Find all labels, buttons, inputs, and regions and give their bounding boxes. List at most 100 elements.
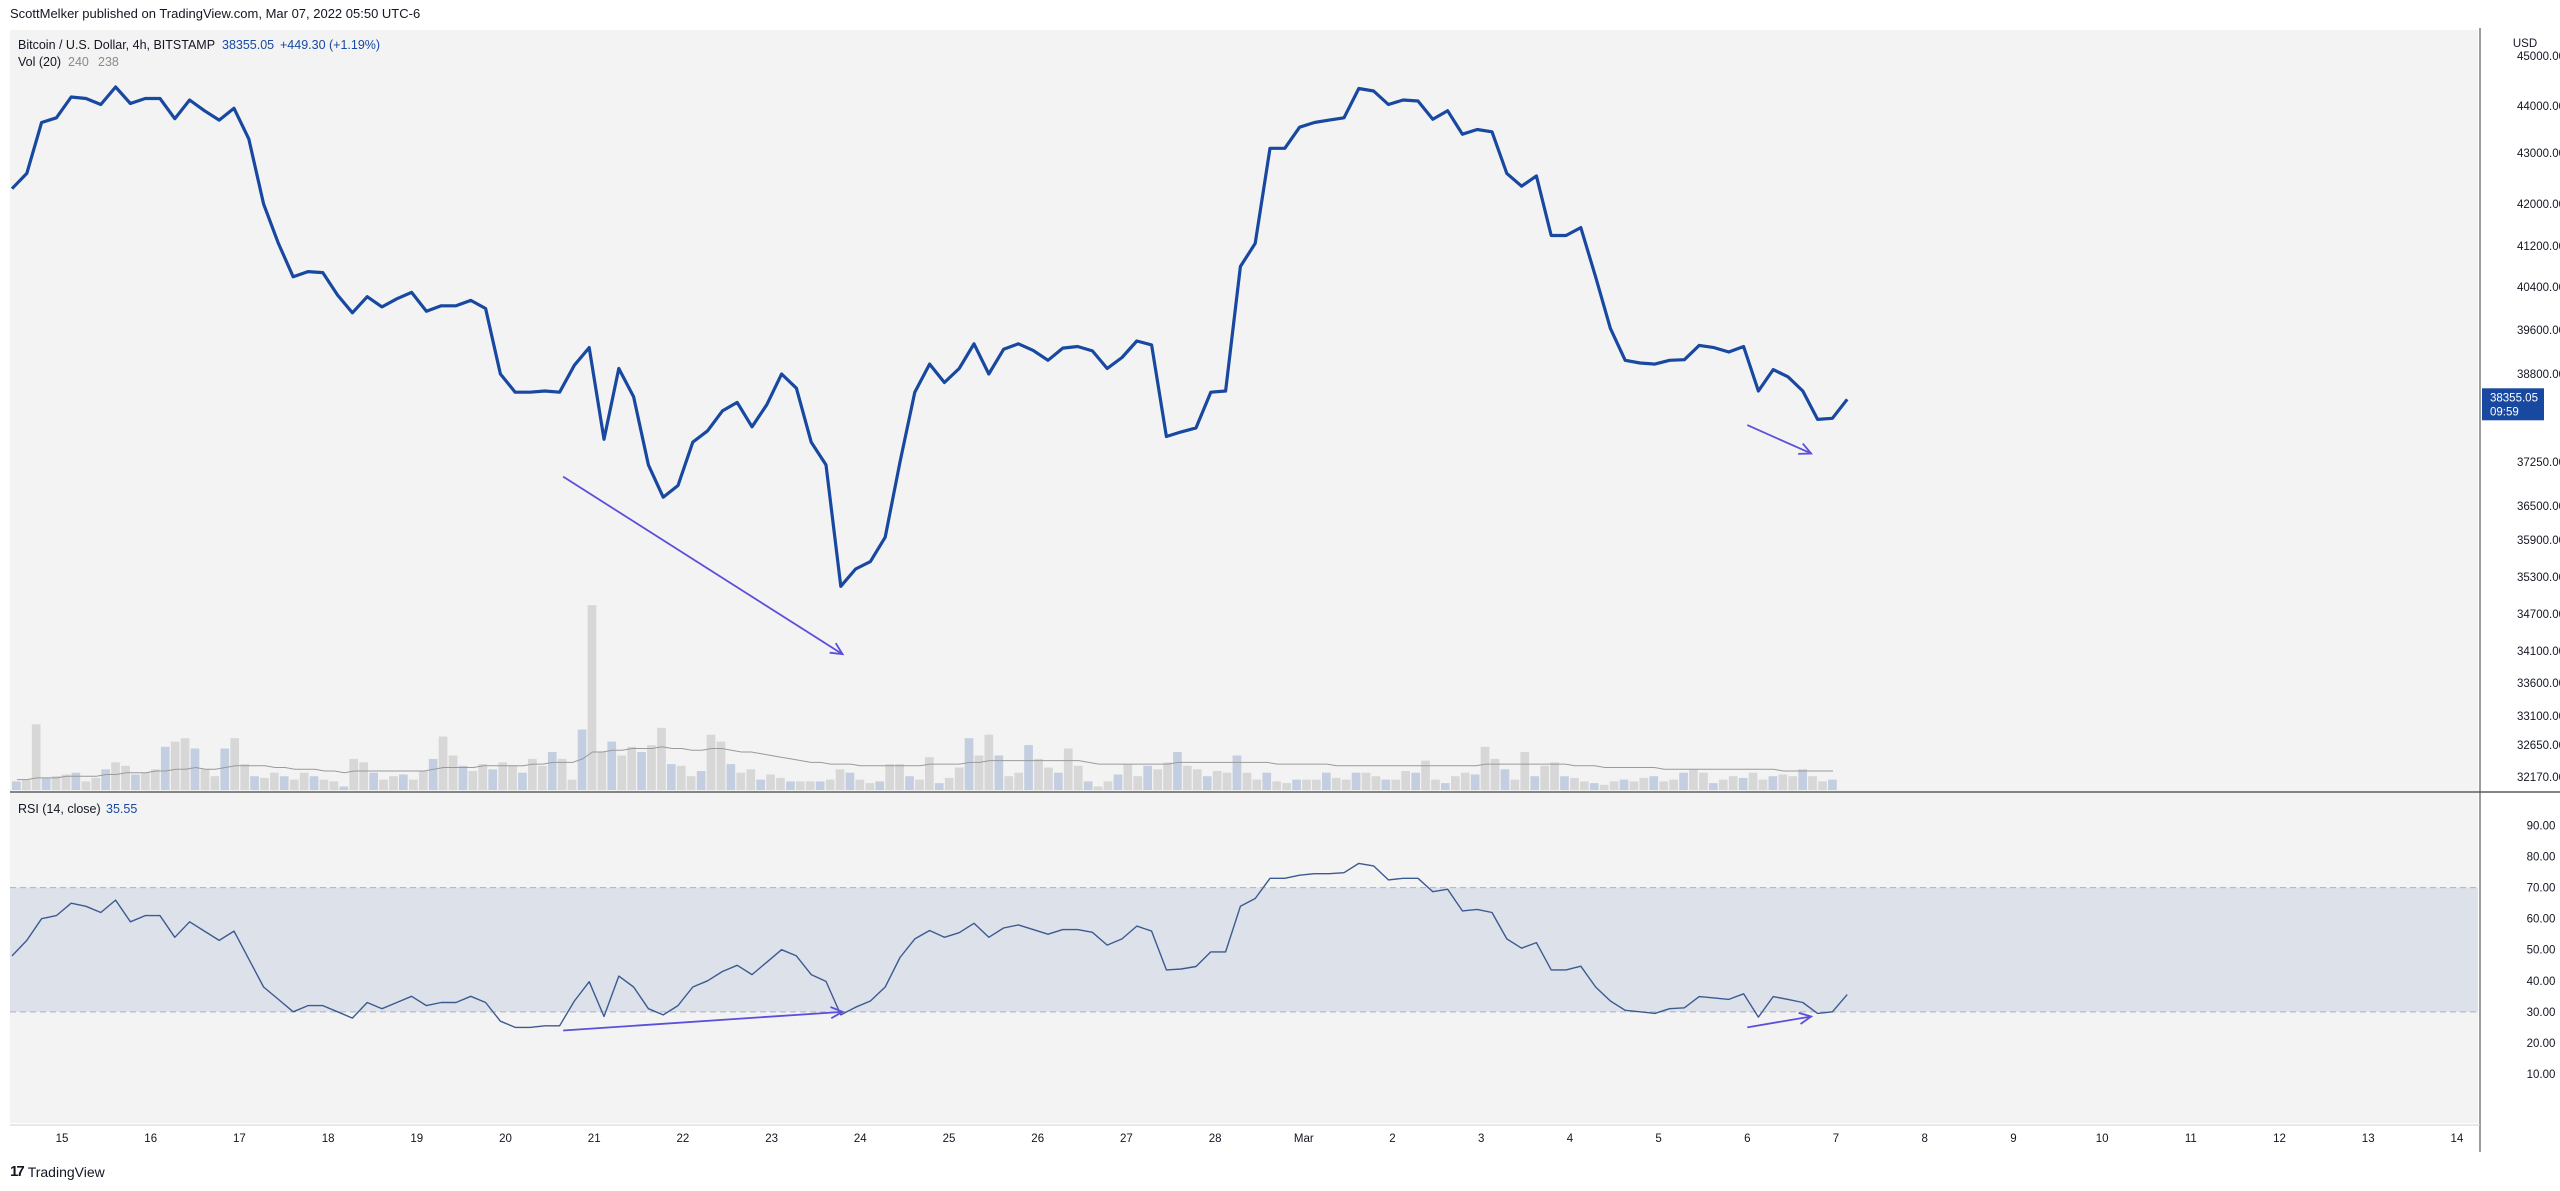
time-tick-label: 22 — [677, 1133, 690, 1145]
price-tick-label: 43000.00 — [2517, 148, 2560, 160]
arrow-shaft — [563, 1010, 843, 1032]
volume-bar — [696, 771, 706, 790]
rsi-axis[interactable]: 90.00 80.00 70.00 60.00 50.00 40.00 30.00 20.00… — [2527, 821, 2556, 1081]
volume-bar — [329, 781, 339, 790]
volume-bar — [786, 781, 795, 790]
volume-bar — [1312, 779, 1321, 790]
time-tick-label: 3 — [1478, 1133, 1484, 1145]
volume-bar — [528, 758, 537, 790]
volume-bar — [1103, 781, 1113, 790]
time-tick-label: 11 — [2185, 1133, 2197, 1145]
rsi-line — [11, 862, 1848, 1029]
volume-bar — [1034, 758, 1043, 790]
volume-bar — [1490, 758, 1500, 790]
volume-bar — [478, 764, 488, 790]
volume-bar — [1649, 776, 1659, 790]
price-tick-label: 44000.00 — [2517, 101, 2560, 113]
tradingview-footer[interactable]: 17 TradingView — [10, 1163, 105, 1180]
currency-label: USD — [2513, 38, 2537, 50]
volume-bar — [1699, 772, 1708, 790]
time-tick-label: 2 — [1389, 1133, 1395, 1145]
volume-bar — [1768, 776, 1778, 790]
price-tick-label: 32170.00 — [2517, 772, 2560, 784]
volume-bar — [508, 765, 517, 790]
volume-bar — [131, 774, 140, 790]
annotation-arrows[interactable] — [562, 424, 1814, 1032]
volume-bar — [41, 777, 51, 790]
volume-bar — [845, 772, 855, 790]
volume-bar — [210, 776, 220, 790]
volume-ma-line — [17, 746, 1833, 781]
volume-bar — [1609, 781, 1619, 790]
last-price-label: 38355.05 — [2490, 392, 2538, 404]
volume-bar — [984, 734, 994, 790]
time-tick-label: 20 — [499, 1133, 512, 1145]
volume-bar — [1083, 781, 1093, 790]
volume-bar — [1520, 752, 1530, 790]
published-info: ScottMelker published on TradingView.com… — [10, 6, 421, 21]
volume-bar — [776, 777, 785, 790]
volume-bar — [1669, 779, 1678, 790]
volume-bar — [270, 772, 279, 790]
price-tick-label: 45000.00 — [2517, 51, 2560, 63]
volume-bar — [627, 746, 636, 790]
volume-bar — [150, 769, 160, 790]
volume-bar — [766, 774, 775, 790]
volume-bar — [637, 752, 646, 790]
volume-bar — [289, 779, 299, 790]
volume-bar — [448, 755, 458, 790]
volume-bar — [538, 765, 547, 790]
volume-bar — [468, 771, 478, 790]
rsi-tick-label: 70.00 — [2527, 883, 2556, 895]
volume-bar — [1351, 772, 1361, 790]
volume-bar — [964, 738, 974, 790]
volume-bar — [577, 729, 587, 790]
volume-bar — [1828, 779, 1837, 790]
legend-change: +449.30 (+1.19%) — [280, 38, 380, 52]
volume-bar — [1718, 779, 1728, 790]
volume-bar — [111, 762, 120, 790]
price-pane-bg — [10, 30, 2478, 791]
price-tick-label: 41200.00 — [2517, 241, 2560, 253]
volume-bar — [994, 755, 1004, 790]
volume-bar — [1183, 765, 1192, 790]
price-tick-label: 35300.00 — [2517, 572, 2560, 584]
volume-bar — [21, 779, 31, 790]
time-axis[interactable]: 15 16 17 18 19 20 21 22 23 24 25 26 27 28 Mar 2 3 4 5 6 7 8 9 1… — [56, 1133, 2464, 1145]
volume-bar — [71, 772, 81, 790]
arrow-head — [829, 642, 845, 656]
price-axis[interactable]: 45000.00 44000.00 43000.00 42000.00 41200.00… — [2517, 51, 2560, 784]
volume-bar — [1550, 762, 1559, 790]
price-legend: Bitcoin / U.S. Dollar, 4h, BITSTAMP 3835… — [18, 38, 380, 69]
annotation-arrow — [1746, 424, 1814, 455]
annotation-arrow — [1747, 1012, 1814, 1029]
volume-bar — [1073, 765, 1083, 790]
volume-bar — [1411, 772, 1420, 790]
volume-bar — [170, 741, 180, 790]
volume-bar — [180, 738, 190, 790]
volume-bar — [359, 762, 368, 790]
time-tick-label: 5 — [1655, 1133, 1661, 1145]
rsi-tick-label: 60.00 — [2527, 914, 2556, 926]
volume-bar — [1192, 769, 1202, 790]
volume-bar — [1401, 771, 1410, 790]
volume-bar — [319, 779, 329, 790]
arrow-shaft — [562, 475, 844, 655]
volume-bar — [1788, 776, 1798, 790]
arrow-shaft — [1747, 1015, 1812, 1029]
volume-bar — [1580, 781, 1589, 790]
volume-bar — [1738, 777, 1748, 790]
volume-bar — [141, 772, 150, 790]
price-tick-label: 35900.00 — [2517, 535, 2560, 547]
volume-bar — [1123, 764, 1133, 790]
volume-bar — [1639, 777, 1649, 790]
volume-bar — [647, 745, 656, 790]
volume-bar — [934, 783, 944, 790]
volume-bar — [1798, 769, 1807, 790]
price-tick-label: 34700.00 — [2517, 609, 2560, 621]
volume-bar — [746, 769, 756, 790]
volume-bar — [200, 769, 210, 790]
rsi-tick-label: 40.00 — [2527, 976, 2556, 988]
time-tick-label: 15 — [56, 1133, 69, 1145]
